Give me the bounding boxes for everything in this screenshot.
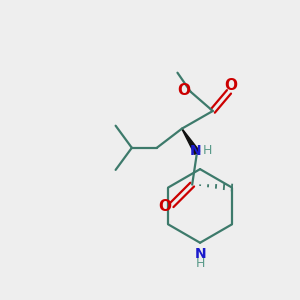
Text: O: O (177, 83, 190, 98)
Text: H: H (203, 144, 212, 157)
Text: O: O (159, 199, 172, 214)
Text: N: N (190, 144, 202, 158)
Text: H: H (196, 257, 205, 271)
Text: N: N (195, 247, 206, 261)
Text: O: O (224, 78, 237, 93)
Polygon shape (182, 129, 200, 154)
